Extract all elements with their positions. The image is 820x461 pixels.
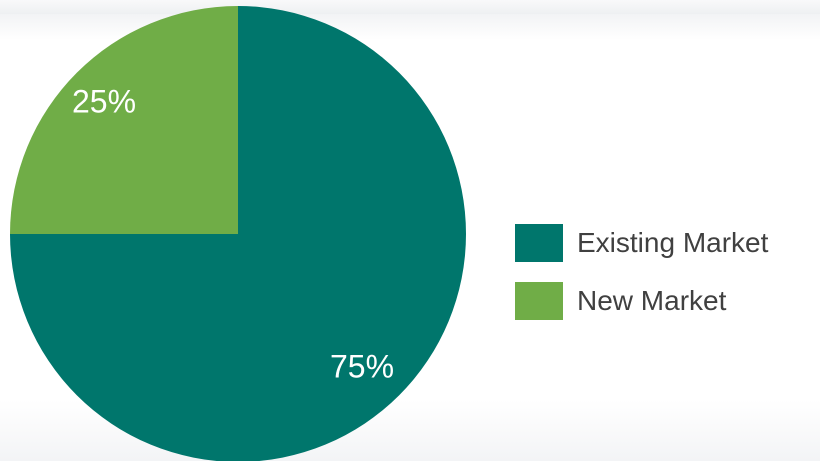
data-label-new-market: 25% xyxy=(72,83,136,119)
legend-item-existing-market: Existing Market xyxy=(515,224,768,262)
legend-item-new-market: New Market xyxy=(515,282,768,320)
legend: Existing Market New Market xyxy=(515,224,768,320)
pie-slice-new-market xyxy=(10,6,238,234)
legend-swatch-existing-market xyxy=(515,224,563,262)
data-label-existing-market: 75% xyxy=(330,348,394,384)
legend-label-existing-market: Existing Market xyxy=(577,227,769,258)
legend-swatch-new-market xyxy=(515,282,563,320)
legend-label-new-market: New Market xyxy=(577,285,727,316)
pie-chart: 75% 25% xyxy=(10,6,466,461)
pie-slice-existing-market xyxy=(10,6,466,461)
